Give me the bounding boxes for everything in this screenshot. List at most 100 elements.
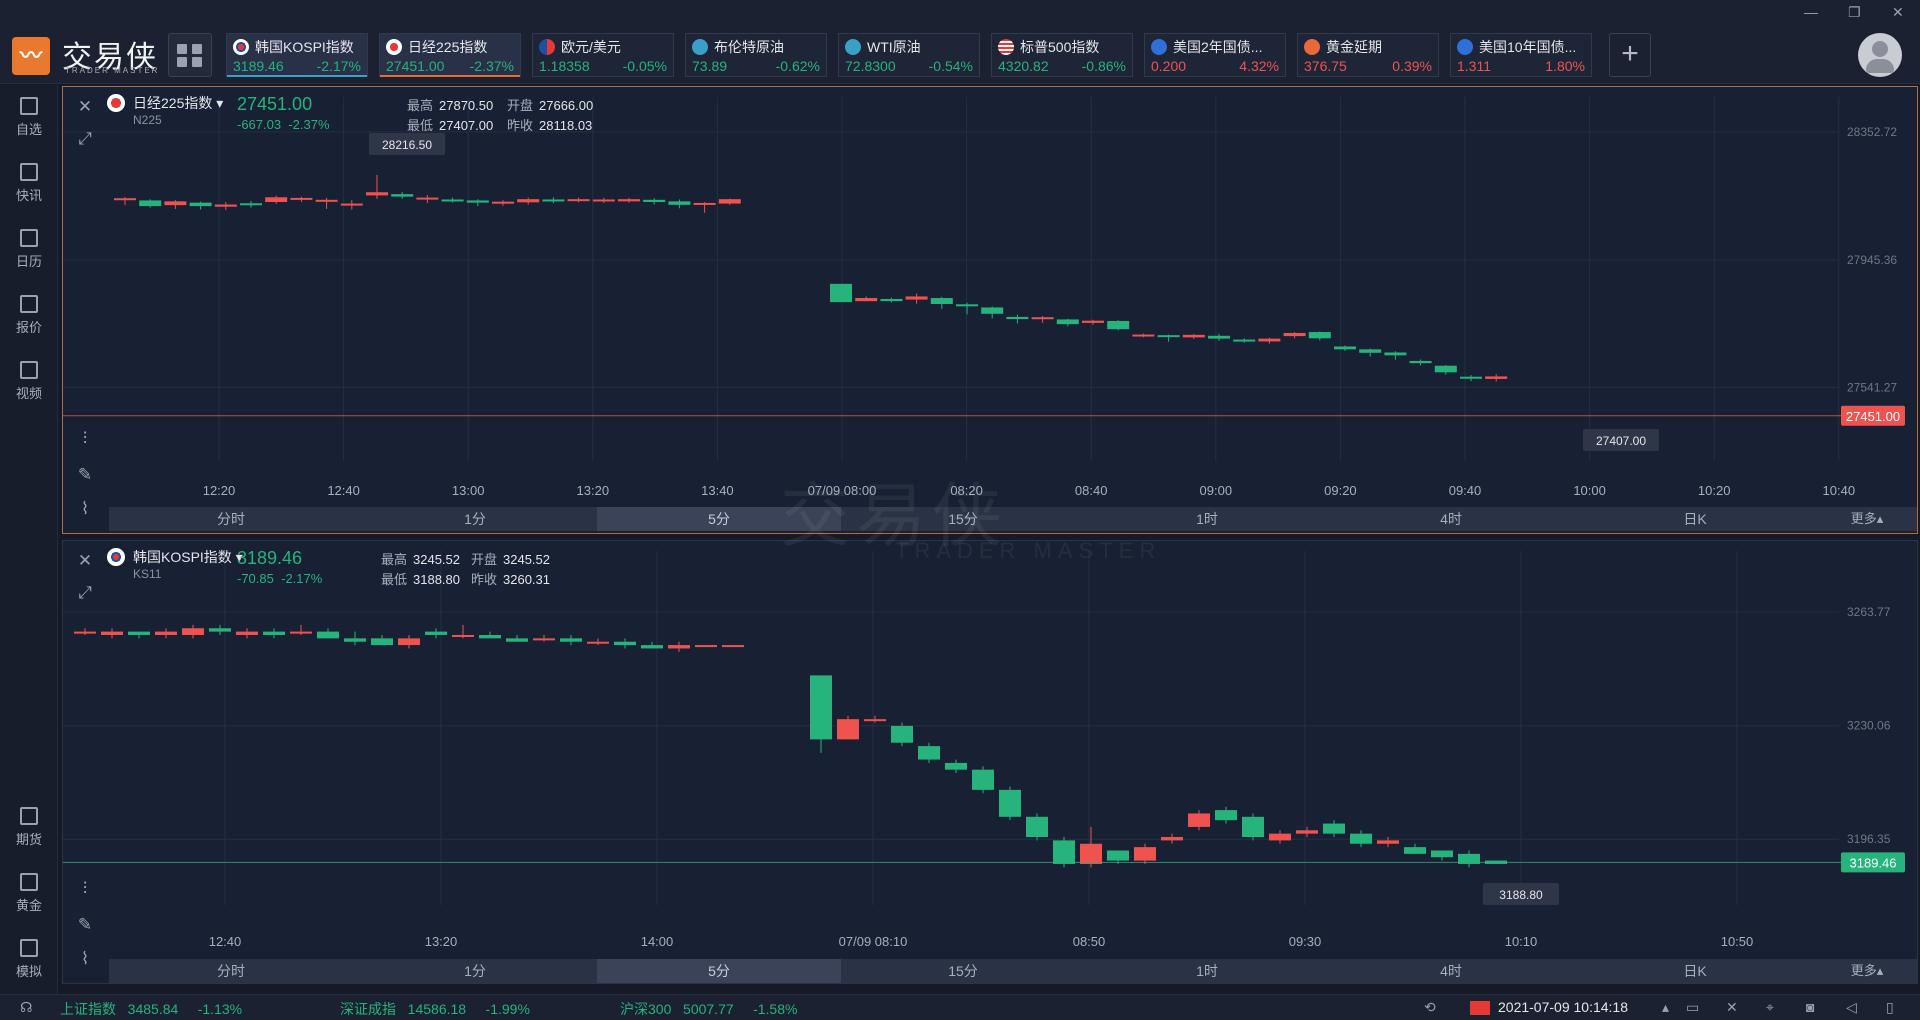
ticker-card[interactable]: 欧元/美元 1.18358 -0.05% xyxy=(532,33,674,77)
ticker-price: 376.75 xyxy=(1304,58,1347,74)
index-name: 深证成指 xyxy=(340,1001,396,1017)
camera-icon[interactable]: ◙ xyxy=(1806,999,1815,1015)
translate-icon[interactable]: ⟲ xyxy=(1424,999,1436,1015)
timeframe-tab[interactable]: 1分 xyxy=(464,963,486,979)
add-ticker-button[interactable]: + xyxy=(1609,33,1651,77)
close-panel-icon[interactable]: ✕ xyxy=(77,97,93,116)
candle-body xyxy=(1308,332,1331,339)
more-timeframes-button[interactable]: 更多▴ xyxy=(1850,511,1884,526)
timeframe-tab[interactable]: 15分 xyxy=(948,511,978,527)
brand-name: 交易侠 xyxy=(62,41,158,74)
pin-icon[interactable]: ⌖ xyxy=(1766,999,1774,1015)
candle-body xyxy=(592,199,615,202)
sidebar-item-gold[interactable]: 黄金 xyxy=(0,873,58,914)
layout-grid-button[interactable] xyxy=(168,33,212,77)
stat-value: 28118.03 xyxy=(539,118,593,133)
ticker-name: 标普500指数 xyxy=(998,38,1126,56)
x-axis-label: 10:50 xyxy=(1721,934,1754,949)
change-value: -70.85 xyxy=(237,571,274,586)
headset-icon[interactable]: ☊ xyxy=(20,999,33,1015)
timeframe-tab[interactable]: 1分 xyxy=(464,511,486,527)
monitor-icon[interactable]: ▭ xyxy=(1686,999,1700,1015)
chevron-up-icon[interactable]: ▴ xyxy=(1662,999,1670,1015)
minimize-icon[interactable]: — xyxy=(1804,4,1818,20)
ticker-card[interactable]: 黄金延期 376.75 0.39% xyxy=(1297,33,1439,77)
high-stat: 最高 27870.50 xyxy=(407,95,493,114)
eu-us-flag-icon xyxy=(539,39,555,55)
kospi-candlestick-chart[interactable]: 3263.77 3230.06 3196.35 12:40 13:20 14:00 07/0… xyxy=(63,541,1918,984)
x-axis-label: 07/09 08:00 xyxy=(808,483,877,498)
candle-body xyxy=(236,631,258,635)
candle-body xyxy=(155,631,177,635)
tools-icon[interactable]: ✕ xyxy=(1726,999,1738,1015)
timeframe-tab[interactable]: 5分 xyxy=(597,507,841,531)
timeframe-tab[interactable]: 日K xyxy=(1683,963,1707,979)
sidebar-item-futures[interactable]: 期货 xyxy=(0,807,58,848)
timeframe-tab[interactable]: 4时 xyxy=(1440,963,1462,979)
x-axis-label: 13:20 xyxy=(425,934,458,949)
expand-icon[interactable]: ⤢ xyxy=(78,129,92,148)
indicator-icon[interactable]: ⫶ xyxy=(82,429,88,448)
sidebar-item-calendar[interactable]: 日历 xyxy=(0,229,58,270)
symbol-selector[interactable]: 韩国KOSPI指数 ▾ xyxy=(107,547,243,567)
sidebar-item-simulation[interactable]: 模拟 xyxy=(0,939,58,980)
watermark-logo: 交易侠 xyxy=(780,477,1008,555)
x-axis-label: 08:50 xyxy=(1073,934,1106,949)
wallet-icon xyxy=(20,939,38,957)
x-axis-label: 12:20 xyxy=(203,483,236,498)
change-pct: -2.17% xyxy=(281,571,323,586)
index-sse[interactable]: 上证指数 3485.84 -1.13% xyxy=(60,999,242,1019)
ticker-card[interactable]: WTI原油 72.8300 -0.54% xyxy=(838,33,980,77)
chart-type-icon[interactable]: ⌇ xyxy=(80,949,90,968)
ticker-card[interactable]: 美国10年国债... 1.311 1.80% xyxy=(1450,33,1592,77)
mute-icon[interactable]: ◁ xyxy=(1846,999,1857,1015)
ticker-card[interactable]: 日经225指数 27451.00 -2.37% xyxy=(379,33,521,77)
stat-value: 3188.80 xyxy=(413,572,461,587)
min-marker xyxy=(1583,429,1659,451)
candle-body xyxy=(1485,376,1508,379)
ticker-card[interactable]: 韩国KOSPI指数 3189.46 -2.17% xyxy=(226,33,368,77)
restore-icon[interactable]: ❐ xyxy=(1848,4,1861,20)
candle-body xyxy=(1233,339,1256,342)
candle-body xyxy=(837,719,859,740)
timeframe-tab[interactable]: 日K xyxy=(1683,511,1707,527)
sidebar-item-news[interactable]: 快讯 xyxy=(0,163,58,204)
indicator-icon[interactable]: ⫶ xyxy=(82,879,88,898)
timeframe-tab[interactable]: 5分 xyxy=(597,959,841,983)
index-csi300[interactable]: 沪深300 5007.77 -1.58% xyxy=(620,999,797,1019)
timeframe-tab[interactable]: 1时 xyxy=(1196,963,1218,979)
chart-type-icon[interactable]: ⌇ xyxy=(80,499,90,518)
candle-body xyxy=(1056,319,1079,325)
draw-pen-icon[interactable]: ✎ xyxy=(77,465,93,484)
sidebar-label: 快讯 xyxy=(15,188,42,203)
sidebar-item-quotes[interactable]: 报价 xyxy=(0,295,58,336)
candle-body xyxy=(695,645,717,648)
timeframe-tab[interactable]: 4时 xyxy=(1440,511,1462,527)
last-price: 3189.46 xyxy=(237,548,303,568)
candle-body xyxy=(1359,349,1382,353)
draw-pen-icon[interactable]: ✎ xyxy=(77,915,93,934)
ticker-card[interactable]: 美国2年国债... 0.200 4.32% xyxy=(1144,33,1286,77)
more-timeframes-button[interactable]: 更多▴ xyxy=(1850,963,1884,978)
ticker-card[interactable]: 布伦特原油 73.89 -0.62% xyxy=(685,33,827,77)
candle-body xyxy=(930,298,953,304)
index-szse[interactable]: 深证成指 14586.18 -1.99% xyxy=(340,999,530,1019)
candle-body xyxy=(1323,823,1345,834)
expand-icon[interactable]: ⤢ xyxy=(78,583,92,602)
user-avatar[interactable] xyxy=(1858,33,1902,77)
ticker-card[interactable]: 标普500指数 4320.82 -0.86% xyxy=(991,33,1133,77)
candle-body xyxy=(1182,334,1205,338)
close-window-icon[interactable]: ✕ xyxy=(1892,4,1904,20)
timeframe-tab[interactable]: 分时 xyxy=(217,963,245,979)
timeframe-tab[interactable]: 1时 xyxy=(1196,511,1218,527)
timeframe-tab[interactable]: 分时 xyxy=(217,511,245,527)
candle-body xyxy=(718,199,741,204)
sidebar-item-watchlist[interactable]: 自选 xyxy=(0,97,58,138)
nikkei-candlestick-chart[interactable]: 28352.72 27945.36 27541.27 12:20 12:40 13:00 1… xyxy=(63,87,1918,534)
window-mode-icon[interactable]: ▯ xyxy=(1886,999,1894,1015)
timeframe-tab[interactable]: 15分 xyxy=(948,963,978,979)
symbol-selector[interactable]: 日经225指数 ▾ xyxy=(107,93,223,113)
close-panel-icon[interactable]: ✕ xyxy=(77,551,93,570)
sidebar-item-video[interactable]: 视频 xyxy=(0,361,58,402)
oil-icon xyxy=(692,39,708,55)
